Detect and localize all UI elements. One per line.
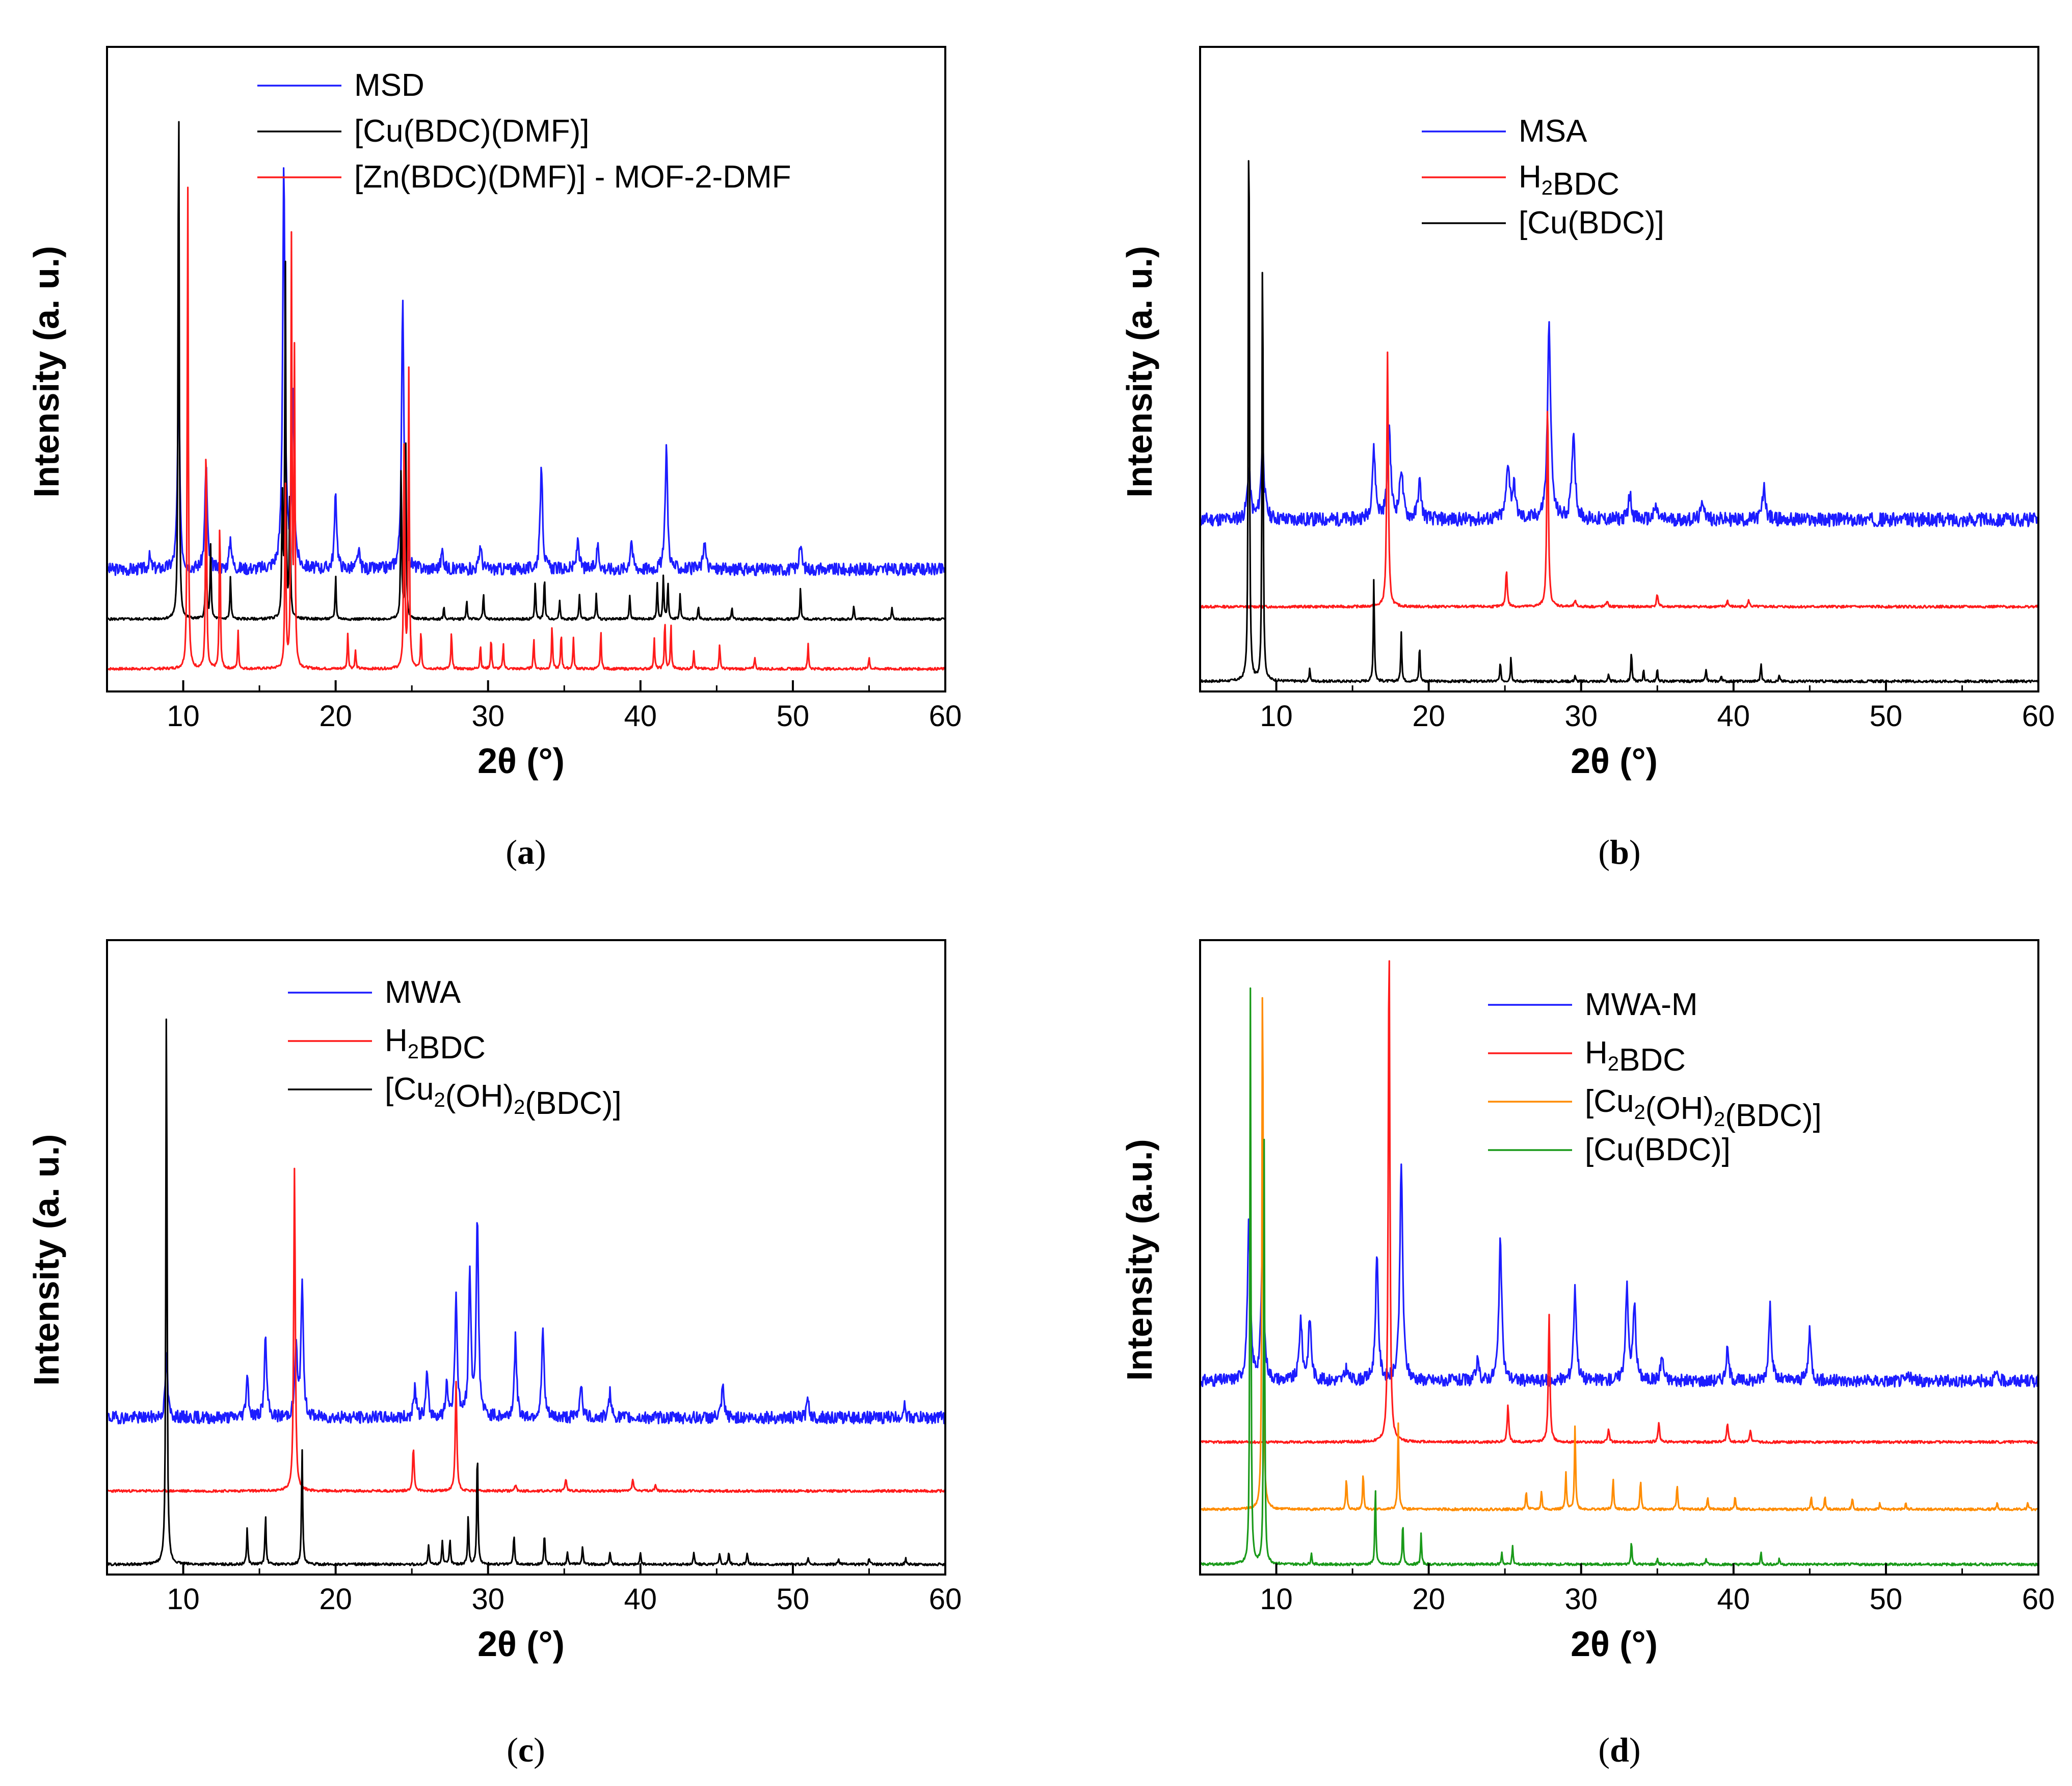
chart-panel-c: 10 20 30 40 50 60 2θ (°) Intensity (a. u.) MWA H2… [26, 939, 962, 1769]
x-tick-label: 30 [471, 700, 504, 733]
x-tick-label: 20 [1412, 1583, 1445, 1616]
x-tick-label: 40 [624, 700, 657, 733]
series-line-3 [1199, 997, 2039, 1511]
x-axis-title: 2θ (°) [477, 1624, 565, 1664]
legend-label: [Cu(BDC)(DMF)] [354, 114, 590, 149]
x-tick-label: 60 [929, 700, 962, 733]
y-axis-title: Intensity (a. u.) [1120, 246, 1159, 498]
legend-label: [Cu(BDC)] [1519, 205, 1664, 241]
x-tick-label: 10 [167, 700, 200, 733]
panel-label: (c) [507, 1730, 545, 1769]
legend-label: MSA [1519, 114, 1587, 149]
x-tick-label: 30 [1564, 700, 1598, 733]
x-tick-label: 20 [319, 1583, 352, 1616]
series-line-1 [106, 1222, 946, 1425]
x-tick-label: 60 [929, 1583, 962, 1616]
series-line-2 [106, 121, 946, 621]
x-tick-label: 10 [1260, 700, 1293, 733]
plot-frame [1199, 939, 2039, 1576]
x-tick-label: 50 [1870, 700, 1903, 733]
x-tick-label: 20 [319, 700, 352, 733]
x-tick-label: 40 [624, 1583, 657, 1616]
x-axis-title: 2θ (°) [1571, 1624, 1658, 1664]
x-tick-label: 50 [1870, 1583, 1903, 1616]
x-tick-label: 30 [1564, 1583, 1598, 1616]
plot-frame [106, 46, 946, 692]
legend-label: [Cu(BDC)] [1585, 1132, 1731, 1167]
legend-label: [Cu2(OH)2(BDC)] [1585, 1084, 1822, 1133]
y-axis-title: Intensity (a. u.) [26, 1134, 66, 1386]
x-tick-label: 30 [471, 1583, 504, 1616]
series-line-1 [1199, 1163, 2039, 1388]
panel-label: (a) [506, 833, 546, 871]
legend-label: [Cu2(OH)2(BDC)] [385, 1072, 622, 1121]
series-line-2 [1199, 960, 2039, 1444]
legend-label: H2BDC [385, 1023, 486, 1065]
series-line-1 [106, 167, 946, 576]
legend-label: MWA-M [1585, 987, 1698, 1022]
x-tick-label: 60 [2022, 1583, 2055, 1616]
legend-label: MWA [385, 975, 461, 1010]
x-tick-label: 10 [1260, 1583, 1293, 1616]
series-line-3 [1199, 160, 2039, 683]
legend-label: H2BDC [1519, 159, 1619, 202]
panel-label: (d) [1598, 1730, 1640, 1769]
chart-panel-d: 10 20 30 40 50 60 2θ (°) Intensity (a.u.) MWA-M H… [1120, 939, 2055, 1769]
plot-frame [106, 939, 946, 1576]
x-tick-label: 50 [777, 1583, 810, 1616]
x-tick-label: 40 [1717, 1583, 1750, 1616]
legend-label: H2BDC [1585, 1035, 1686, 1078]
x-tick-label: 10 [167, 1583, 200, 1616]
chart-panel-a: 10 20 30 40 50 60 2θ (°) Intensity (a. u.) MSD [C… [26, 46, 962, 871]
x-axis-title: 2θ (°) [1571, 741, 1658, 781]
legend-label: [Zn(BDC)(DMF)] - MOF-2-DMF [354, 159, 791, 195]
x-tick-label: 20 [1412, 700, 1445, 733]
series-line-3 [106, 186, 946, 671]
series-line-4 [1200, 987, 2039, 1566]
x-tick-label: 40 [1717, 700, 1750, 733]
plot-frame [1199, 46, 2039, 692]
chart-panel-b: 10 20 30 40 50 60 2θ (°) Intensity (a. u.) MSA H2… [1120, 46, 2055, 871]
series-line-2 [1199, 351, 2039, 609]
y-axis-title: Intensity (a.u.) [1120, 1139, 1159, 1380]
x-axis-title: 2θ (°) [477, 741, 565, 781]
x-tick-label: 50 [777, 700, 810, 733]
panel-label: (b) [1598, 833, 1640, 871]
series-line-2 [107, 1167, 946, 1493]
y-axis-title: Intensity (a. u.) [26, 246, 66, 498]
x-tick-label: 60 [2022, 700, 2055, 733]
series-line-3 [106, 1018, 946, 1566]
series-line-1 [1199, 321, 2039, 527]
legend-label: MSD [354, 68, 424, 103]
